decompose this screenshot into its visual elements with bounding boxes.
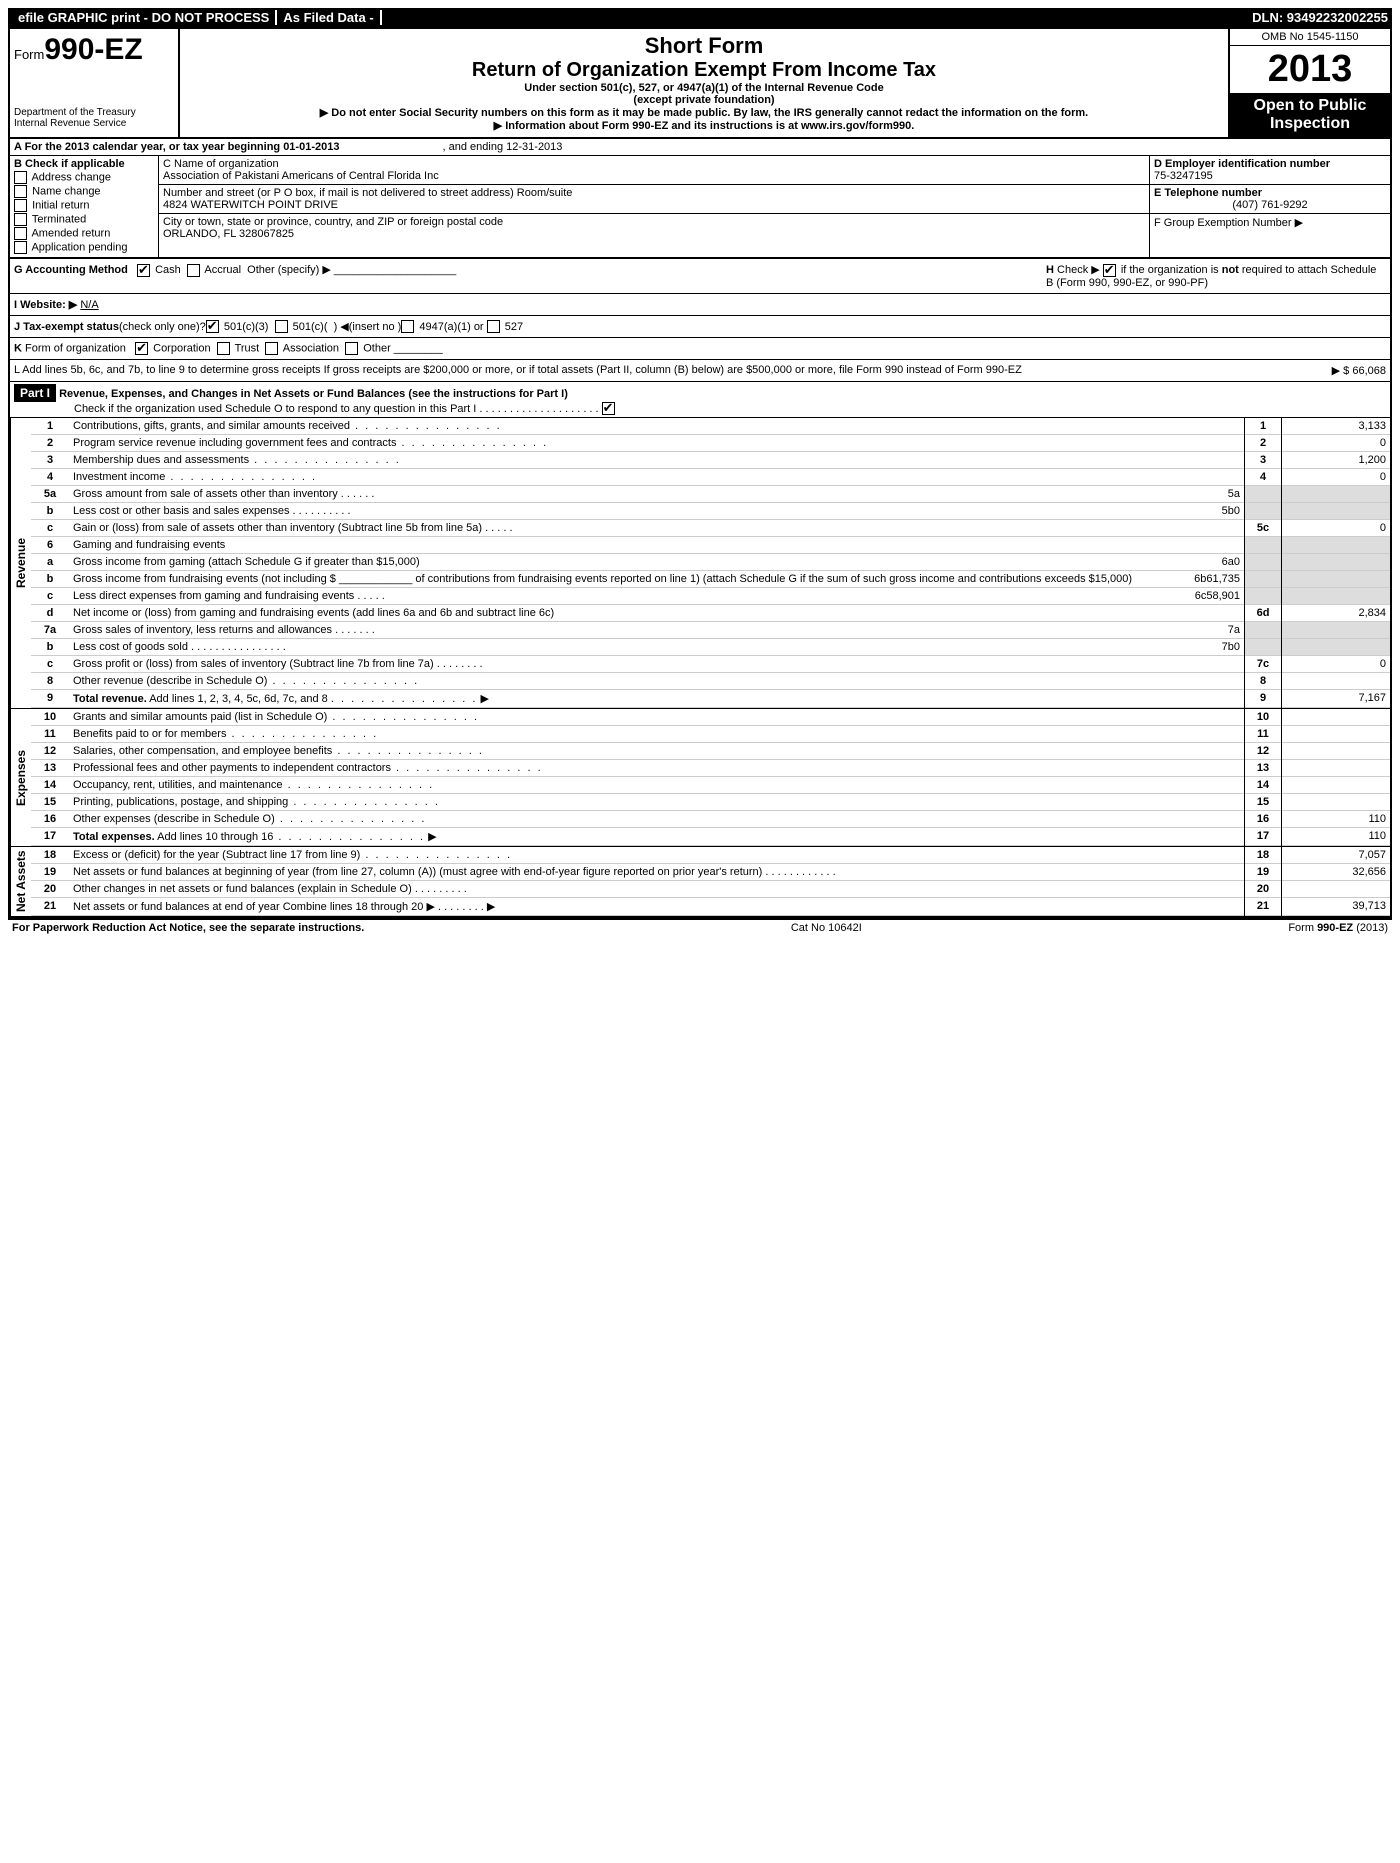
revenue-section: Revenue 1Contributions, gifts, grants, a… xyxy=(10,418,1390,709)
cb-527[interactable] xyxy=(487,320,500,333)
efile-label: efile GRAPHIC print - DO NOT PROCESS xyxy=(12,10,277,25)
dln: DLN: 93492232002255 xyxy=(1252,10,1388,25)
section-i: I Website: ▶ N/A xyxy=(10,294,1390,316)
line-17-value: 110 xyxy=(1282,828,1391,846)
section-k: K Form of organization Corporation Trust… xyxy=(10,338,1390,360)
line-7c-value: 0 xyxy=(1282,656,1391,673)
form-label-block: Form990-EZ Department of the Treasury In… xyxy=(10,29,180,137)
dept-treasury: Department of the Treasury xyxy=(14,107,174,118)
cat-no: Cat No 10642I xyxy=(791,922,862,934)
cb-assoc[interactable] xyxy=(265,342,278,355)
form-prefix: Form xyxy=(14,47,44,62)
main-title: Return of Organization Exempt From Incom… xyxy=(186,59,1222,82)
form-number: 990-EZ xyxy=(44,33,142,66)
line-16-value: 110 xyxy=(1282,811,1391,828)
net-assets-section: Net Assets 18Excess or (deficit) for the… xyxy=(10,847,1390,918)
year-block: OMB No 1545-1150 2013 Open to Public Ins… xyxy=(1228,29,1390,137)
subtitle-1: Under section 501(c), 527, or 4947(a)(1)… xyxy=(186,82,1222,94)
footer: For Paperwork Reduction Act Notice, see … xyxy=(8,920,1392,936)
line-6c-value: 58,901 xyxy=(1206,590,1240,602)
cb-accrual[interactable] xyxy=(187,264,200,277)
paperwork-notice: For Paperwork Reduction Act Notice, see … xyxy=(12,922,364,934)
line-2-value: 0 xyxy=(1282,435,1391,452)
gross-receipts: ▶ $ 66,068 xyxy=(1266,364,1386,377)
note-2: ▶ Information about Form 990-EZ and its … xyxy=(186,119,1222,132)
form-version: Form 990-EZ (2013) xyxy=(1288,922,1388,934)
cb-corp[interactable] xyxy=(135,342,148,355)
line-19-value: 32,656 xyxy=(1282,864,1391,881)
header-row: Form990-EZ Department of the Treasury In… xyxy=(10,29,1390,139)
cb-schedule-o[interactable] xyxy=(602,402,615,415)
section-g-h: G Accounting Method Cash Accrual Other (… xyxy=(10,258,1390,294)
line-7b-value: 0 xyxy=(1234,641,1240,653)
irs-link[interactable]: www.irs.gov/form990 xyxy=(801,120,911,132)
cb-501c3[interactable] xyxy=(206,320,219,333)
section-j: J Tax-exempt status(check only one)? 501… xyxy=(10,316,1390,339)
line-1-value: 3,133 xyxy=(1282,418,1391,435)
revenue-label: Revenue xyxy=(10,418,31,708)
expenses-label: Expenses xyxy=(10,709,31,846)
telephone: (407) 761-9292 xyxy=(1154,199,1386,211)
cb-other-org[interactable] xyxy=(345,342,358,355)
cb-app-pending[interactable] xyxy=(14,241,27,254)
open-inspection: Open to Public Inspection xyxy=(1230,93,1390,137)
part-1-header: Part I Revenue, Expenses, and Changes in… xyxy=(10,382,1390,418)
cb-name-change[interactable] xyxy=(14,185,27,198)
org-street: 4824 WATERWITCH POINT DRIVE xyxy=(163,199,1145,211)
line-4-value: 0 xyxy=(1282,469,1391,486)
website: N/A xyxy=(80,299,98,311)
short-form-title: Short Form xyxy=(186,33,1222,59)
omb-number: OMB No 1545-1150 xyxy=(1230,29,1390,46)
cb-terminated[interactable] xyxy=(14,213,27,226)
cb-cash[interactable] xyxy=(137,264,150,277)
section-c: C Name of organization Association of Pa… xyxy=(159,156,1149,257)
section-a: A For the 2013 calendar year, or tax yea… xyxy=(10,139,1390,156)
line-6d-value: 2,834 xyxy=(1282,605,1391,622)
cb-schedule-b[interactable] xyxy=(1103,264,1116,277)
top-bar: efile GRAPHIC print - DO NOT PROCESS As … xyxy=(8,8,1392,27)
section-d-e-f: D Employer identification number 75-3247… xyxy=(1149,156,1390,257)
ein: 75-3247195 xyxy=(1154,170,1386,182)
form-container: Form990-EZ Department of the Treasury In… xyxy=(8,27,1392,920)
dept-irs: Internal Revenue Service xyxy=(14,118,174,129)
net-assets-label: Net Assets xyxy=(10,847,31,916)
line-9-value: 7,167 xyxy=(1282,690,1391,708)
section-b: B Check if applicable Address change Nam… xyxy=(10,156,159,257)
cb-address-change[interactable] xyxy=(14,171,27,184)
cb-501c[interactable] xyxy=(275,320,288,333)
note-1: ▶ Do not enter Social Security numbers o… xyxy=(186,106,1222,119)
line-18-value: 7,057 xyxy=(1282,847,1391,864)
subtitle-2: (except private foundation) xyxy=(186,94,1222,106)
line-6a-value: 0 xyxy=(1234,556,1240,568)
org-name: Association of Pakistani Americans of Ce… xyxy=(163,170,1145,182)
line-3-value: 1,200 xyxy=(1282,452,1391,469)
expenses-section: Expenses 10Grants and similar amounts pa… xyxy=(10,709,1390,847)
title-block: Short Form Return of Organization Exempt… xyxy=(180,29,1228,137)
cb-initial-return[interactable] xyxy=(14,199,27,212)
cb-4947[interactable] xyxy=(401,320,414,333)
org-city: ORLANDO, FL 328067825 xyxy=(163,228,1145,240)
line-21-value: 39,713 xyxy=(1282,898,1391,916)
as-filed-label: As Filed Data - xyxy=(277,10,381,25)
line-6b-value: 61,735 xyxy=(1206,573,1240,585)
line-5c-value: 0 xyxy=(1282,520,1391,537)
line-5b-value: 0 xyxy=(1234,505,1240,517)
tax-year: 2013 xyxy=(1230,46,1390,93)
cb-trust[interactable] xyxy=(217,342,230,355)
section-l: L Add lines 5b, 6c, and 7b, to line 9 to… xyxy=(10,360,1390,382)
group-exemption: F Group Exemption Number ▶ xyxy=(1154,216,1386,229)
cb-amended[interactable] xyxy=(14,227,27,240)
